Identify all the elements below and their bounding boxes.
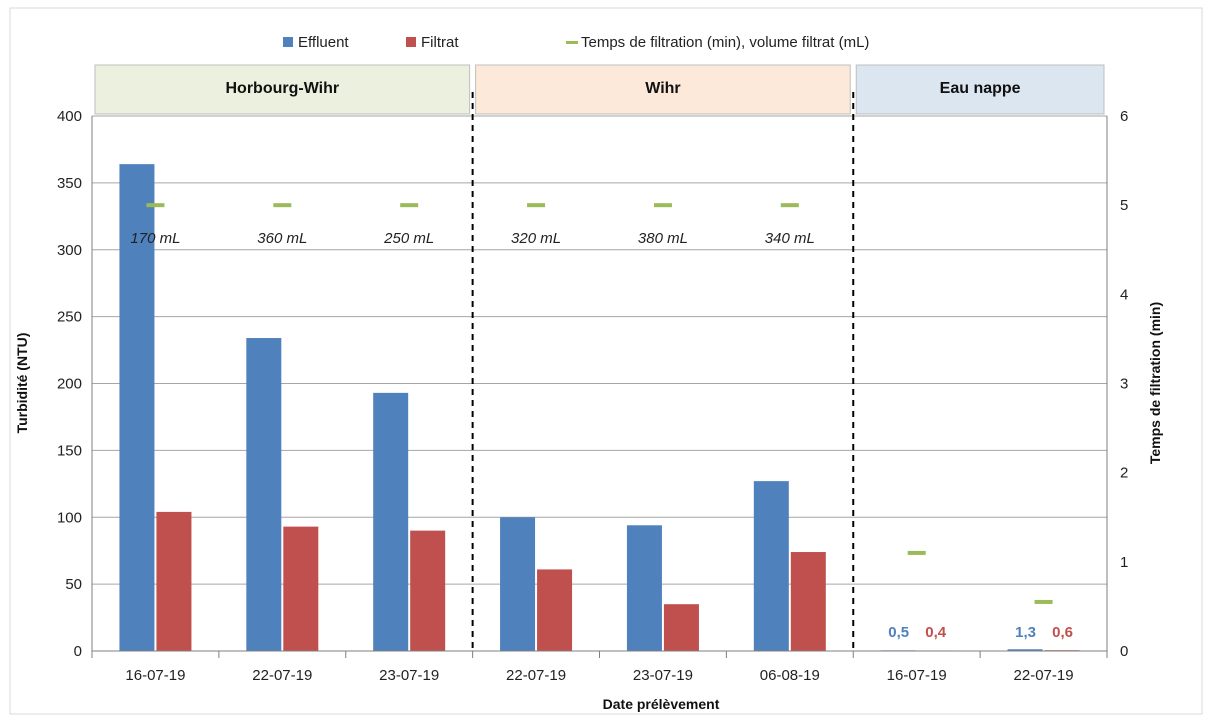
bar-effluent bbox=[373, 392, 409, 651]
bar-effluent bbox=[119, 164, 155, 651]
marker-filtration-time bbox=[273, 203, 292, 208]
marker-layer bbox=[146, 203, 1053, 604]
y2-tick-label: 0 bbox=[1120, 643, 1128, 660]
bar-effluent bbox=[753, 481, 789, 651]
y-tick-label: 300 bbox=[57, 242, 82, 259]
legend-label-marker: Temps de filtration (min), volume filtra… bbox=[581, 34, 869, 51]
y-tick-label: 250 bbox=[57, 309, 82, 326]
bar-filtrat bbox=[156, 511, 192, 651]
x-axis-title: Date prélèvement bbox=[603, 696, 720, 712]
y2-tick-label: 3 bbox=[1120, 376, 1128, 393]
marker-filtration-time bbox=[907, 550, 926, 555]
volume-label: 340 mL bbox=[765, 230, 815, 247]
axis-layer: 0 50 100 150 200 250 300 350 400 0 1 2 3 4 5 6 16-07-19 2… bbox=[57, 108, 1128, 684]
volume-label: 250 mL bbox=[383, 230, 434, 247]
y2-tick-label: 6 bbox=[1120, 108, 1128, 125]
data-label-effluent: 0,5 bbox=[888, 624, 909, 641]
x-tick-label: 16-07-19 bbox=[125, 667, 185, 684]
data-label-effluent: 1,3 bbox=[1015, 624, 1036, 641]
legend-swatch-marker bbox=[566, 41, 578, 44]
legend-label-effluent: Effluent bbox=[298, 34, 349, 51]
group-header-box bbox=[855, 64, 1105, 115]
legend-swatch-effluent bbox=[283, 37, 293, 47]
bar-filtrat bbox=[410, 530, 446, 651]
x-tick-label: 22-07-19 bbox=[252, 667, 312, 684]
y-tick-label: 50 bbox=[65, 576, 82, 593]
x-tick-label: 23-07-19 bbox=[379, 667, 439, 684]
y-tick-label: 150 bbox=[57, 442, 82, 459]
bar-filtrat bbox=[537, 569, 573, 651]
chart-border bbox=[9, 7, 1203, 715]
marker-filtration-time bbox=[527, 203, 546, 208]
marker-filtration-time bbox=[400, 203, 419, 208]
x-tick-label: 16-07-19 bbox=[887, 667, 947, 684]
bar-effluent bbox=[500, 517, 536, 651]
y-axis-title: Turbidité (NTU) bbox=[14, 333, 30, 434]
y2-tick-label: 5 bbox=[1120, 197, 1128, 214]
group-header-layer: Horbourg-Wihr Wihr Eau nappe bbox=[94, 64, 1105, 651]
volume-label: 380 mL bbox=[638, 230, 688, 247]
bar-filtrat bbox=[790, 552, 826, 651]
bar-effluent bbox=[1007, 649, 1043, 651]
legend-swatch-filtrat bbox=[406, 37, 416, 47]
y2-tick-label: 2 bbox=[1120, 465, 1128, 482]
y2-axis-title: Temps de filtration (min) bbox=[1147, 302, 1163, 464]
volume-label: 320 mL bbox=[511, 230, 561, 247]
y-tick-label: 0 bbox=[74, 643, 82, 660]
y2-tick-label: 4 bbox=[1120, 286, 1128, 303]
x-tick-label: 22-07-19 bbox=[1014, 667, 1074, 684]
bar-effluent bbox=[626, 525, 662, 651]
marker-filtration-time bbox=[780, 203, 799, 208]
bar-layer bbox=[119, 164, 1080, 651]
y-tick-label: 200 bbox=[57, 376, 82, 393]
group-header-label: Wihr bbox=[645, 80, 680, 97]
x-tick-label: 23-07-19 bbox=[633, 667, 693, 684]
label-layer: 170 mL 360 mL 250 mL 320 mL 380 mL 340 mL 0,5 0… bbox=[130, 230, 1073, 641]
group-header-label: Eau nappe bbox=[940, 80, 1021, 97]
group-header-box bbox=[94, 64, 471, 115]
bar-effluent bbox=[246, 338, 282, 651]
x-tick-label: 06-08-19 bbox=[760, 667, 820, 684]
volume-label: 170 mL bbox=[130, 230, 180, 247]
bar-filtrat bbox=[283, 526, 319, 651]
y-tick-label: 100 bbox=[57, 509, 82, 526]
y-tick-label: 350 bbox=[57, 175, 82, 192]
group-header-label: Horbourg-Wihr bbox=[226, 80, 340, 97]
data-label-filtrat: 0,4 bbox=[925, 624, 947, 641]
bar-filtrat bbox=[663, 604, 699, 651]
group-header-box bbox=[475, 64, 851, 115]
volume-label: 360 mL bbox=[257, 230, 307, 247]
marker-filtration-time bbox=[1034, 599, 1053, 604]
legend-label-filtrat: Filtrat bbox=[421, 34, 459, 51]
x-tick-label: 22-07-19 bbox=[506, 667, 566, 684]
marker-filtration-time bbox=[146, 203, 165, 208]
y2-tick-label: 1 bbox=[1120, 554, 1128, 571]
legend: Effluent Filtrat Temps de filtration (min)… bbox=[283, 34, 869, 51]
marker-filtration-time bbox=[653, 203, 672, 208]
data-label-filtrat: 0,6 bbox=[1052, 624, 1073, 641]
y-tick-label: 400 bbox=[57, 108, 82, 125]
